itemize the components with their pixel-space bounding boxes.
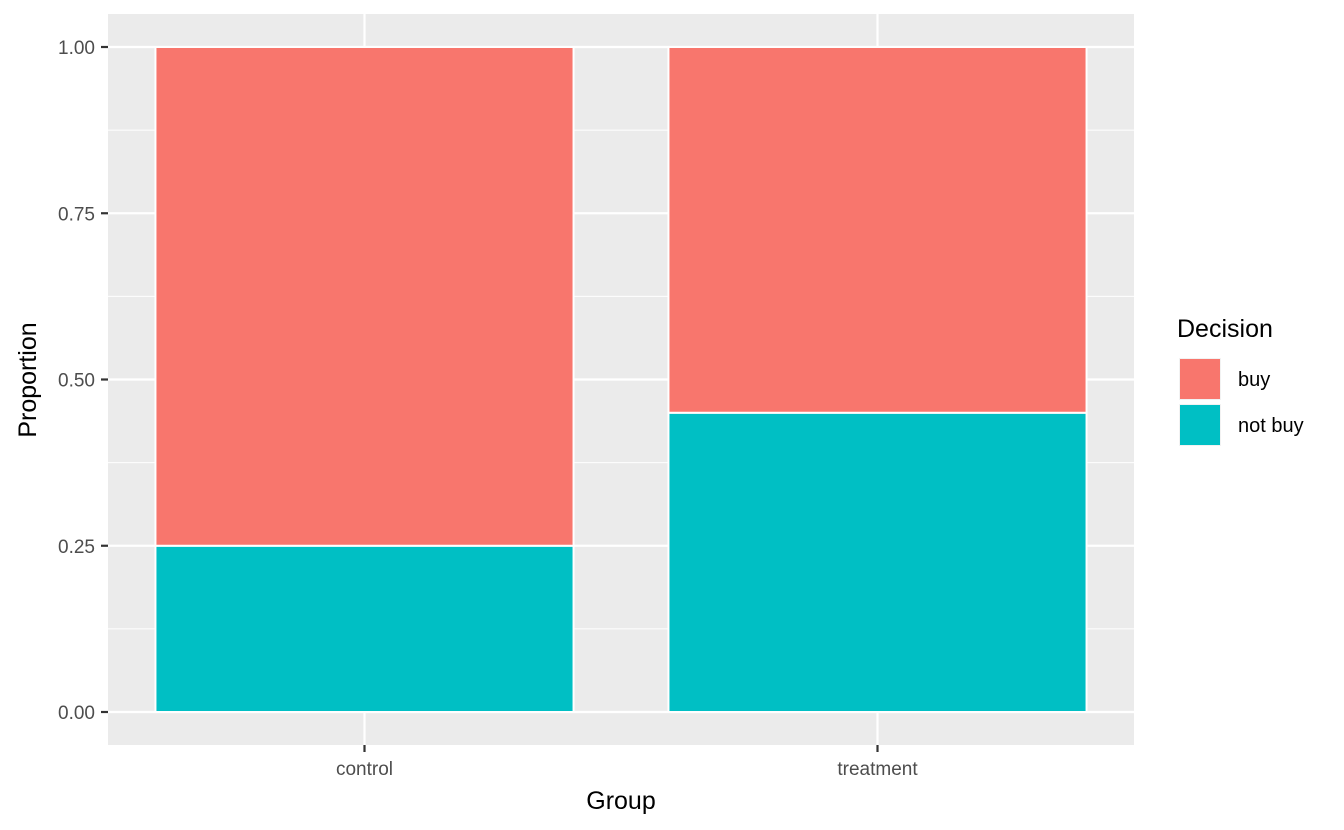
x-axis: control treatment	[336, 745, 918, 780]
x-tick-label: treatment	[837, 759, 918, 780]
legend-swatch-buy	[1180, 359, 1220, 399]
y-tick-label: 0.25	[58, 537, 95, 558]
legend: Decision buy not buy	[1177, 315, 1304, 446]
legend-label: buy	[1238, 369, 1270, 391]
x-axis-title: Group	[586, 787, 655, 815]
y-tick-label: 0.00	[58, 703, 95, 724]
y-tick-label: 0.75	[58, 204, 95, 225]
y-axis-title: Proportion	[14, 322, 42, 437]
legend-swatch-not-buy	[1180, 405, 1220, 445]
bar-buy-control	[154, 46, 575, 547]
legend-title: Decision	[1177, 315, 1273, 343]
bars	[154, 46, 1088, 713]
bar-buy-treatment	[667, 46, 1088, 414]
x-tick-label: control	[336, 759, 393, 780]
y-tick-label: 0.50	[58, 371, 95, 392]
y-axis: 0.00 0.25 0.50 0.75 1.00	[58, 38, 108, 724]
bar-not-buy-treatment	[667, 411, 1088, 713]
legend-label: not buy	[1238, 415, 1304, 437]
y-tick-label: 1.00	[58, 38, 95, 59]
bar-not-buy-control	[154, 544, 575, 713]
